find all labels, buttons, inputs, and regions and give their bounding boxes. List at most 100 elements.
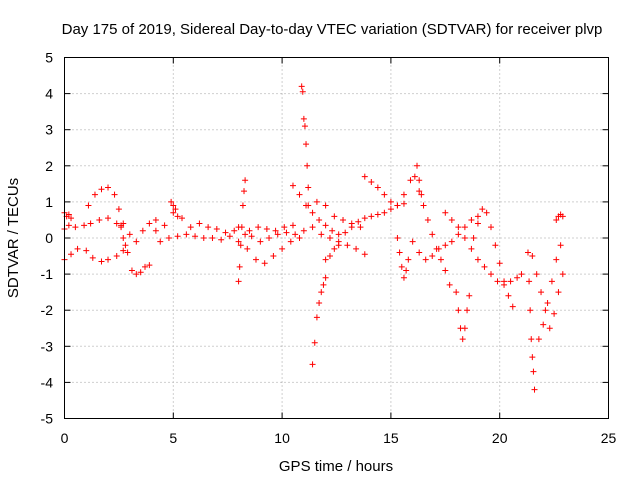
plus-marker bbox=[538, 289, 545, 296]
plus-marker bbox=[179, 215, 186, 222]
grid-lines bbox=[64, 57, 609, 419]
plus-marker bbox=[213, 225, 220, 232]
plus-marker bbox=[407, 177, 414, 184]
plus-marker bbox=[91, 191, 98, 198]
y-tick-label: 1 bbox=[45, 194, 53, 210]
plus-marker bbox=[448, 238, 455, 245]
plus-marker bbox=[446, 281, 453, 288]
series-track-y bbox=[470, 206, 516, 310]
series-track-u bbox=[414, 162, 453, 288]
plus-marker bbox=[474, 220, 481, 227]
plus-marker bbox=[309, 361, 316, 368]
plus-marker bbox=[187, 224, 194, 231]
plus-marker bbox=[455, 224, 462, 231]
plus-marker bbox=[241, 188, 248, 195]
series-track-k bbox=[242, 224, 368, 258]
plus-marker bbox=[518, 271, 525, 278]
plus-marker bbox=[161, 222, 168, 229]
plus-marker bbox=[400, 200, 407, 207]
chart-title: Day 175 of 2019, Sidereal Day-to-day VTE… bbox=[62, 21, 603, 38]
plus-marker bbox=[416, 188, 423, 195]
plus-marker bbox=[483, 209, 490, 216]
series-track-o bbox=[309, 274, 329, 368]
plus-marker bbox=[329, 227, 336, 234]
plus-marker bbox=[124, 249, 131, 256]
series-track-n bbox=[298, 83, 312, 191]
plus-marker bbox=[192, 233, 199, 240]
plus-marker bbox=[487, 271, 494, 278]
plus-marker bbox=[81, 222, 88, 229]
plus-marker bbox=[311, 339, 318, 346]
series-track-f bbox=[128, 262, 153, 278]
plus-marker bbox=[120, 220, 127, 227]
x-tick-labels: 0 5 10 15 20 25 bbox=[61, 430, 617, 446]
plus-marker bbox=[105, 184, 112, 191]
plus-marker bbox=[437, 256, 444, 263]
plus-marker bbox=[142, 263, 149, 270]
plus-marker bbox=[453, 289, 460, 296]
y-tick-label: 0 bbox=[45, 230, 53, 246]
plus-marker bbox=[322, 202, 329, 209]
series-track-b bbox=[61, 209, 75, 222]
plus-marker bbox=[72, 224, 79, 231]
plus-marker bbox=[553, 256, 560, 263]
plus-marker bbox=[474, 256, 481, 263]
y-tick-label: 2 bbox=[45, 158, 53, 174]
plus-marker bbox=[257, 238, 264, 245]
series-track-j bbox=[235, 177, 249, 285]
plus-marker bbox=[98, 258, 105, 265]
plus-marker bbox=[68, 215, 75, 222]
plus-marker bbox=[270, 253, 277, 260]
plus-marker bbox=[226, 233, 233, 240]
plus-marker bbox=[374, 211, 381, 218]
plus-marker bbox=[105, 256, 112, 263]
plus-marker bbox=[505, 292, 512, 299]
plus-marker bbox=[300, 115, 307, 122]
plus-marker bbox=[464, 307, 471, 314]
y-tick-label: 4 bbox=[45, 86, 53, 102]
y-tick-label: -2 bbox=[41, 302, 54, 318]
plus-marker bbox=[429, 253, 436, 260]
plus-marker bbox=[461, 325, 468, 332]
series-track-c bbox=[61, 245, 127, 265]
plus-marker bbox=[235, 238, 242, 245]
plus-marker bbox=[146, 262, 153, 269]
plus-marker bbox=[531, 386, 538, 393]
plus-marker bbox=[305, 202, 312, 209]
plus-marker bbox=[529, 253, 536, 260]
plus-marker bbox=[331, 245, 338, 252]
plus-marker bbox=[172, 206, 179, 213]
plus-marker bbox=[422, 256, 429, 263]
plus-marker bbox=[524, 249, 531, 256]
plus-marker bbox=[409, 238, 416, 245]
plus-marker bbox=[304, 162, 311, 169]
plus-marker bbox=[535, 336, 542, 343]
y-tick-label: -4 bbox=[41, 374, 54, 390]
y-tick-label: -5 bbox=[41, 411, 54, 427]
plus-marker bbox=[238, 224, 245, 231]
plus-marker bbox=[501, 278, 508, 285]
plus-marker bbox=[442, 242, 449, 249]
plus-marker bbox=[111, 191, 118, 198]
plus-marker bbox=[470, 235, 477, 241]
series-track-v bbox=[409, 213, 481, 263]
plus-marker bbox=[442, 209, 449, 216]
plus-marker bbox=[387, 198, 394, 205]
plus-marker bbox=[448, 216, 455, 223]
plus-marker bbox=[551, 310, 558, 317]
plus-marker bbox=[340, 216, 347, 223]
plus-marker bbox=[348, 220, 355, 227]
series-track-ab bbox=[535, 242, 564, 343]
plus-marker bbox=[416, 249, 423, 256]
plus-marker bbox=[394, 235, 401, 241]
plus-marker bbox=[533, 271, 540, 278]
y-tick-label: -1 bbox=[41, 266, 54, 282]
axis-ticks bbox=[64, 57, 609, 419]
plus-marker bbox=[157, 238, 164, 245]
plus-marker bbox=[553, 216, 560, 223]
plus-marker bbox=[122, 242, 129, 249]
plus-marker bbox=[318, 289, 325, 296]
plus-marker bbox=[174, 213, 181, 220]
plus-marker bbox=[287, 238, 294, 245]
plus-marker bbox=[468, 216, 475, 223]
